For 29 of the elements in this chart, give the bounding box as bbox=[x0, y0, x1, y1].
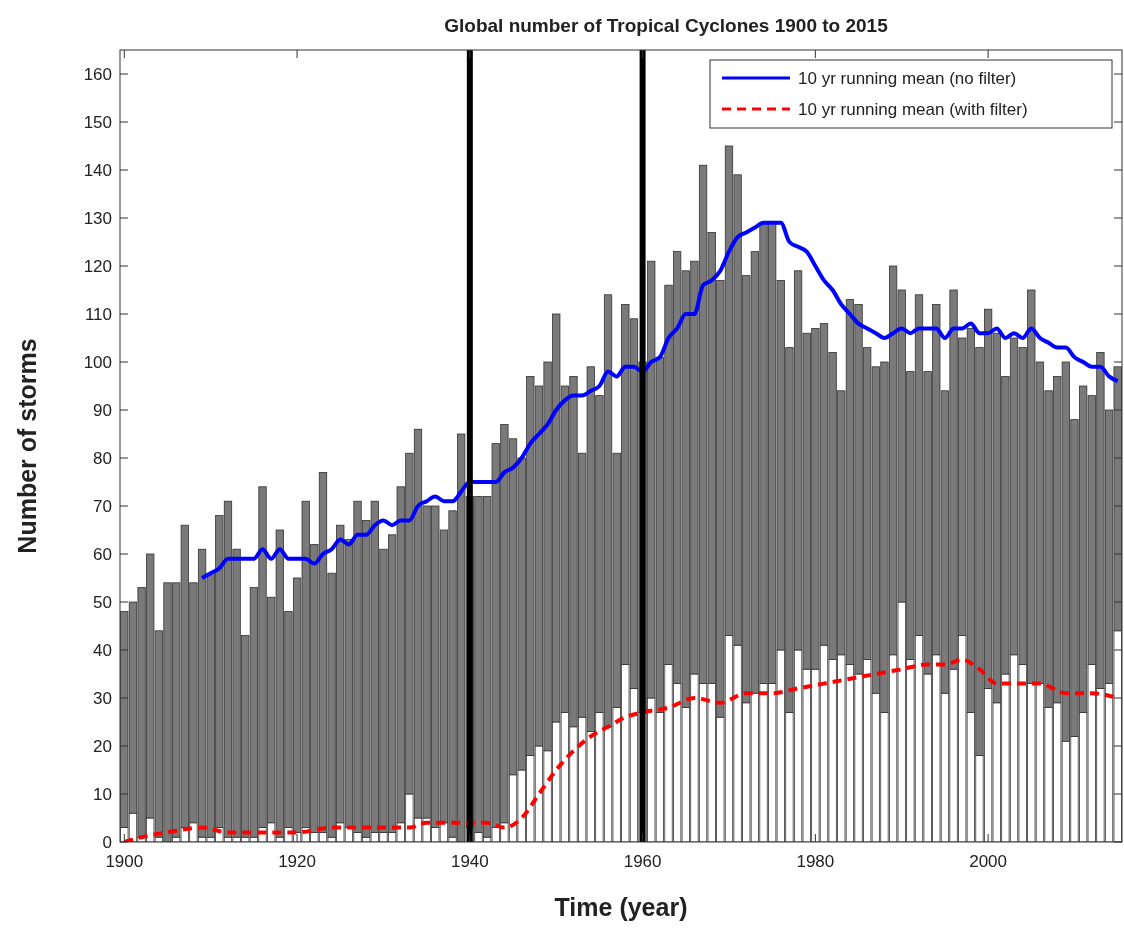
y-tick-label: 0 bbox=[102, 833, 112, 852]
y-tick-label: 130 bbox=[83, 209, 112, 228]
y-tick-label: 160 bbox=[83, 65, 112, 84]
y-tick-label: 60 bbox=[93, 545, 112, 564]
y-tick-label: 20 bbox=[93, 737, 112, 756]
x-tick-label: 1940 bbox=[450, 852, 489, 871]
x-tick-label: 1960 bbox=[623, 852, 662, 871]
y-tick-label: 40 bbox=[93, 641, 112, 660]
chart-title: Global number of Tropical Cyclones 1900 to 2015 bbox=[444, 15, 889, 36]
y-tick-label: 150 bbox=[83, 113, 112, 132]
y-tick-label: 100 bbox=[83, 353, 112, 372]
y-axis-title: Number of storms bbox=[13, 338, 41, 554]
x-tick-label: 1920 bbox=[278, 852, 316, 871]
y-tick-label: 50 bbox=[93, 593, 112, 612]
legend-label: 10 yr running mean (no filter) bbox=[798, 69, 1017, 88]
x-tick-label: 1900 bbox=[105, 852, 144, 871]
y-tick-label: 70 bbox=[93, 497, 112, 516]
y-tick-label: 30 bbox=[93, 689, 112, 708]
y-tick-label: 90 bbox=[93, 401, 112, 420]
x-axis-title: Time (year) bbox=[554, 893, 688, 921]
line-series bbox=[200, 220, 1120, 580]
y-tick-label: 80 bbox=[93, 449, 112, 468]
y-tick-label: 110 bbox=[84, 305, 112, 324]
y-tick-label: 10 bbox=[93, 785, 112, 804]
y-tick-label: 140 bbox=[83, 161, 112, 180]
x-tick-label: 1980 bbox=[796, 852, 835, 871]
legend-label: 10 yr running mean (with filter) bbox=[798, 100, 1028, 119]
x-tick-label: 2000 bbox=[969, 852, 1008, 871]
y-tick-label: 120 bbox=[83, 257, 112, 276]
